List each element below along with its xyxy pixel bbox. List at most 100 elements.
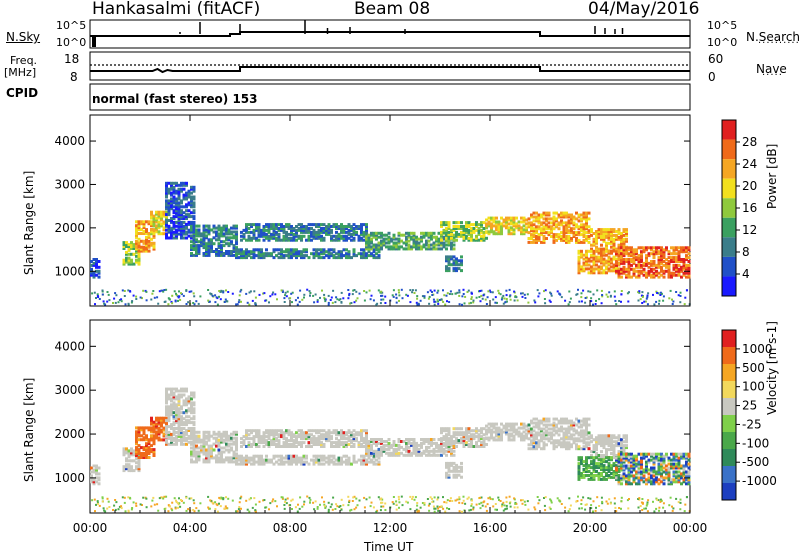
power-cell	[535, 237, 538, 240]
power-cell	[530, 233, 533, 237]
velocity-cell	[270, 429, 273, 433]
velocity-cell	[320, 441, 323, 445]
power-cell	[612, 237, 616, 241]
power-cell	[300, 234, 303, 238]
power-cell	[672, 265, 676, 269]
velocity-cell	[452, 469, 456, 473]
velocity-cell	[585, 460, 588, 464]
power-cell	[190, 185, 193, 189]
velocity-cell	[635, 458, 638, 462]
velocity-cell	[387, 447, 391, 451]
power-cell	[655, 252, 658, 256]
power-cell	[587, 257, 591, 261]
velocity-cell	[157, 418, 161, 422]
power-cell	[397, 247, 401, 251]
velocity-cell	[547, 439, 551, 443]
velocity-cell	[450, 461, 453, 465]
velocity-cell	[135, 457, 138, 461]
power-cell	[660, 273, 663, 277]
power-cell	[232, 246, 236, 250]
velocity-cell	[362, 458, 366, 462]
velocity-cell	[412, 438, 416, 441]
power-cell	[305, 238, 308, 242]
power-cell	[170, 207, 173, 211]
power-cell	[290, 250, 293, 254]
power-cell	[275, 227, 278, 230]
velocity-cell	[360, 454, 363, 458]
power-cell	[215, 238, 218, 242]
velocity-cell	[370, 460, 373, 464]
power-cell	[675, 265, 678, 269]
power-cell	[235, 242, 238, 246]
velocity-cell	[495, 426, 498, 430]
power-cell	[347, 230, 351, 234]
velocity-cell	[397, 440, 401, 443]
velocity-cell	[165, 389, 168, 393]
power-cell	[342, 234, 346, 238]
velocity-cell	[177, 403, 181, 407]
power-cell	[642, 250, 646, 254]
power-cell	[447, 230, 451, 234]
power-cell	[177, 203, 181, 207]
power-cell	[617, 261, 621, 265]
velocity-cell	[137, 452, 141, 455]
velocity-cell	[170, 403, 173, 407]
power-cell	[387, 237, 391, 241]
power-cell	[345, 236, 348, 240]
velocity-cell	[242, 462, 246, 466]
power-cell	[460, 232, 463, 236]
power-cell	[215, 226, 218, 230]
power-cell	[245, 250, 248, 254]
power-cell	[685, 248, 688, 252]
power-cell	[275, 248, 278, 252]
velocity-cell	[177, 425, 181, 429]
velocity-cell	[592, 462, 596, 466]
velocity-cell	[235, 448, 238, 452]
velocity-cell	[135, 467, 138, 471]
velocity-cell	[145, 456, 148, 459]
power-cell	[575, 231, 578, 235]
velocity-cell	[262, 460, 266, 464]
power-cell	[205, 228, 208, 232]
power-cell	[612, 269, 616, 273]
power-cell	[675, 260, 678, 263]
velocity-cell	[410, 453, 413, 457]
power-cell	[347, 252, 351, 256]
power-cell	[295, 256, 298, 260]
velocity-cell	[227, 458, 231, 462]
power-cell	[252, 236, 256, 240]
velocity-cell	[632, 458, 636, 462]
power-cell	[125, 252, 128, 256]
power-cell	[232, 226, 236, 230]
velocity-cell	[250, 443, 253, 446]
power-cell	[297, 250, 301, 254]
power-cell	[377, 243, 381, 247]
velocity-cell	[632, 462, 636, 466]
power-cell	[642, 248, 646, 252]
velocity-cell	[325, 460, 328, 464]
velocity-cell	[540, 419, 543, 423]
power-cell	[595, 233, 598, 237]
power-cell	[227, 244, 231, 248]
velocity-cell	[290, 460, 293, 464]
velocity-cell	[622, 450, 626, 454]
velocity-cell	[220, 432, 223, 436]
power-cell	[397, 241, 401, 245]
velocity-cell	[537, 419, 541, 423]
power-cell	[262, 232, 266, 236]
velocity-cell	[155, 416, 158, 420]
velocity-cell	[320, 437, 323, 441]
velocity-cell	[162, 418, 166, 422]
power-cell	[165, 189, 168, 193]
velocity-cell	[165, 397, 168, 401]
velocity-cell	[337, 431, 341, 435]
velocity-cell	[307, 429, 311, 433]
velocity-cell	[600, 450, 603, 454]
velocity-cell	[330, 437, 333, 441]
velocity-cell	[482, 441, 486, 445]
power-cell	[185, 195, 188, 199]
power-cell	[92, 271, 96, 275]
power-cell	[625, 233, 628, 237]
power-cell	[362, 223, 366, 227]
velocity-cell	[295, 454, 298, 458]
